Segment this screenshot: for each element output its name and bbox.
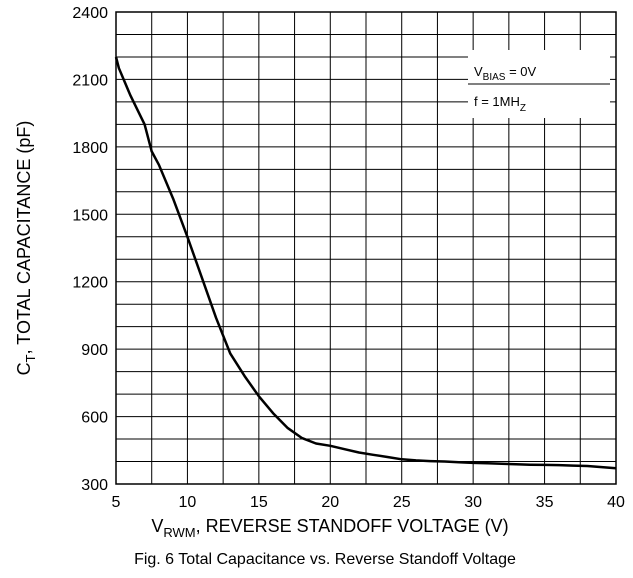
y-tick-label: 300 bbox=[81, 477, 108, 494]
x-tick-label: 30 bbox=[464, 494, 482, 511]
legend-box: VBIAS = 0V f = 1MHZ bbox=[468, 50, 610, 118]
y-tick-label: 1800 bbox=[72, 140, 108, 157]
x-tick-labels: 5 10 15 20 25 30 35 40 bbox=[112, 494, 625, 511]
x-axis-label: VRWM, REVERSE STANDOFF VOLTAGE (V) bbox=[151, 516, 508, 540]
x-tick-label: 40 bbox=[607, 494, 625, 511]
y-tick-label: 2100 bbox=[72, 72, 108, 89]
y-tick-label: 1200 bbox=[72, 275, 108, 292]
capacitance-curve bbox=[114, 56, 617, 470]
annotation-frequency: f = 1MHZ bbox=[474, 94, 526, 114]
annotation-vbias: VBIAS = 0V bbox=[474, 64, 537, 83]
y-tick-label: 600 bbox=[81, 410, 108, 427]
y-tick-label: 900 bbox=[81, 342, 108, 359]
x-tick-label: 15 bbox=[250, 494, 268, 511]
plot-frame bbox=[115, 11, 617, 485]
x-tick-label: 35 bbox=[536, 494, 554, 511]
x-tick-label: 20 bbox=[321, 494, 339, 511]
x-tick-label: 25 bbox=[393, 494, 411, 511]
x-tick-label: 5 bbox=[112, 494, 121, 511]
y-axis-label: CT, TOTAL CAPACITANCE (pF) bbox=[14, 121, 38, 376]
y-tick-labels: 300 600 900 1200 1500 1800 2100 2400 bbox=[72, 5, 108, 494]
y-tick-label: 2400 bbox=[72, 5, 108, 22]
y-tick-label: 1500 bbox=[72, 207, 108, 224]
x-tick-label: 10 bbox=[179, 494, 197, 511]
figure-caption: Fig. 6 Total Capacitance vs. Reverse Sta… bbox=[134, 551, 516, 568]
